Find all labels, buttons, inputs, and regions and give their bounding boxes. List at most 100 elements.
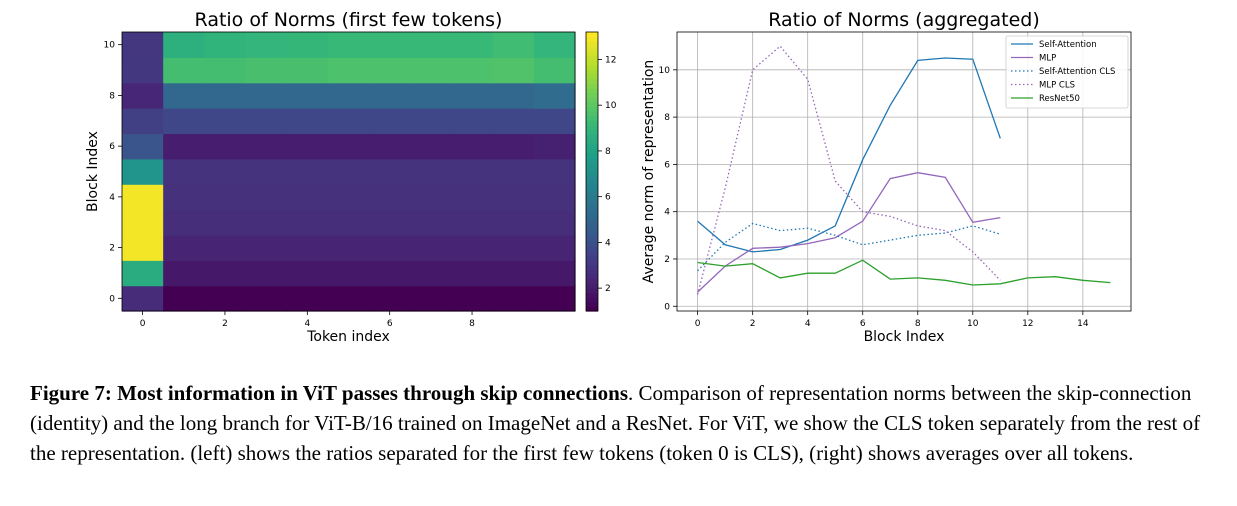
colorbar-swatch [586,292,598,298]
heatmap-cell [492,234,535,261]
heatmap-cell [163,285,205,312]
heatmap-cell [245,57,288,84]
colorbar-swatch [586,231,598,238]
colorbar-swatch [586,259,598,266]
colorbar-swatch [586,32,598,38]
heatmap-cell [492,158,535,185]
colorbar-swatch [586,97,598,103]
heatmap-cell [410,209,453,236]
colorbar-swatch [586,148,598,154]
colorbar-swatch [586,92,598,98]
colorbar-swatch [586,78,598,84]
figure-canvas: Ratio of Norms (first few tokens) 0 2 4 6 8 0 2… [85,9,1132,345]
heatmap-x-tick-label: 4 [304,319,310,329]
heatmap-cell [492,285,535,312]
heatmap-x-tick-label: 6 [387,319,393,329]
heatmap-cell [369,209,411,236]
heatmap-x-label: Token index [306,329,390,345]
heatmap-y-tick-label: 2 [109,244,115,254]
colorbar-swatch [586,204,598,210]
heatmap-cell [204,285,247,312]
colorbar-swatch [586,236,598,242]
heatmap-cell [492,133,535,160]
colorbar-swatch [586,241,598,247]
line-x-tick-label: 8 [915,319,921,329]
heatmap-cell [327,82,370,109]
colorbar-swatch [586,129,598,135]
heatmap-cell [492,57,535,84]
heatmap-cell [204,209,247,236]
colorbar-swatch [586,283,598,289]
heatmap-cell [122,184,164,211]
heatmap-cell [451,108,494,135]
colorbar-swatch [586,171,598,177]
heatmap-cell [204,234,247,261]
heatmap-cell [204,260,247,287]
colorbar-swatch [586,87,598,94]
heatmap-cell [163,209,205,236]
heatmap-cell [245,133,288,160]
colorbar-swatch [586,69,598,75]
heatmap-cell [533,184,576,211]
line-x-tick-label: 2 [750,319,756,329]
heatmap-cell [122,158,164,185]
heatmap-cell [163,234,205,261]
legend-label: Self-Attention CLS [1039,67,1115,77]
colorbar-swatch [586,222,598,228]
heatmap-cell [451,285,494,312]
colorbar-swatch [586,250,598,256]
heatmap-cell [492,32,535,58]
heatmap-cell [327,209,370,236]
heatmap-cell [163,260,205,287]
heatmap-cell [163,57,205,84]
heatmap-cell [286,133,329,160]
heatmap-cell [369,57,411,84]
line-x-tick-label: 6 [860,319,866,329]
heatmap-cell [245,184,288,211]
heatmap-cell [245,108,288,135]
heatmap-cell [327,133,370,160]
heatmap-cell [369,234,411,261]
heatmap-cell [163,158,205,185]
heatmap-y-tick-label: 4 [109,193,115,203]
heatmap-cell [286,184,329,211]
heatmap-cell [245,234,288,261]
heatmap-cell [410,158,453,185]
colorbar-swatch [586,301,598,307]
heatmap-cell [451,57,494,84]
heatmap-y-label: Block Index [85,131,101,212]
heatmap-cell [327,32,370,58]
series-line-resnet50 [697,259,1111,286]
heatmap-cell [533,57,576,84]
heatmap-y-tick-label: 8 [109,91,115,101]
heatmap-cell [245,285,288,312]
line-x-tick-label: 0 [695,319,701,329]
heatmap-cell [204,158,247,185]
colorbar-swatch [586,190,598,196]
colorbar-swatch [586,59,598,66]
heatmap-cell [122,133,164,160]
heatmap-cell [122,57,164,84]
colorbar-frame [585,31,599,312]
heatmap-cell [286,158,329,185]
heatmap-cell [492,209,535,236]
heatmap-cell [327,57,370,84]
heatmap-cell [533,32,576,58]
line-y-tick-label: 10 [659,66,671,76]
legend: Self-Attention MLP Self-Attention CLS MLP C… [1005,35,1129,109]
heatmap-cell [245,260,288,287]
heatmap-cell [286,108,329,135]
heatmap-x-tick-label: 8 [469,319,475,329]
heatmap-cell [533,209,576,236]
heatmap-y-tick-label: 10 [104,41,116,51]
heatmap-cell [245,158,288,185]
colorbar-swatch [586,41,598,47]
heatmap-cell [204,32,247,58]
colorbar-swatch [586,269,598,275]
heatmap-cell [451,133,494,160]
colorbar-swatch [586,138,598,145]
heatmap-cell [245,209,288,236]
colorbar-swatch [586,218,598,224]
colorbar-swatch [586,264,598,270]
heatmap-cell [163,108,205,135]
